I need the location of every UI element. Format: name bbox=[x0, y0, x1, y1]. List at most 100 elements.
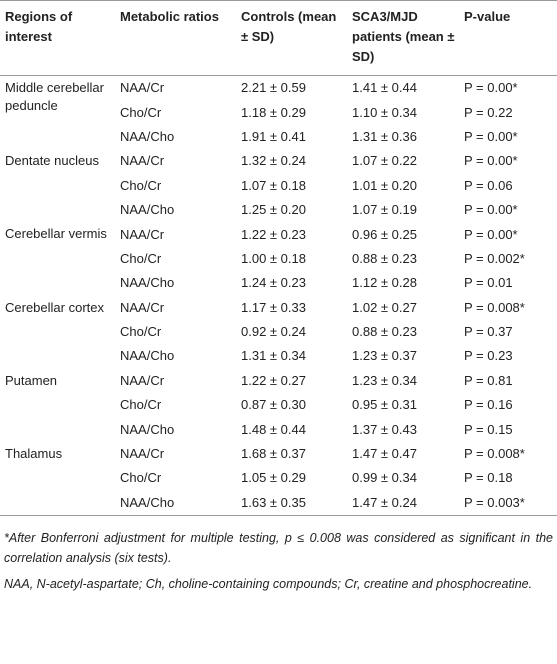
cell: Cho/Cr bbox=[120, 470, 162, 486]
cell: 1.01 ± 0.20 bbox=[352, 177, 417, 193]
region-cell: Middle cerebellar peduncle bbox=[5, 80, 104, 113]
cell: 1.23 ± 0.34 bbox=[352, 372, 417, 388]
data-table: Regions of interest Metabolic ratios Contr… bbox=[0, 0, 557, 516]
cell: P = 0.18 bbox=[464, 470, 513, 486]
cell: NAA/Cr bbox=[120, 372, 165, 388]
cell: 1.22 ± 0.23 bbox=[241, 226, 306, 242]
cell: P = 0.003* bbox=[464, 494, 525, 510]
cell: 1.25 ± 0.20 bbox=[241, 202, 306, 218]
cell: 1.47 ± 0.24 bbox=[352, 494, 417, 510]
cell: NAA/Cr bbox=[120, 153, 165, 169]
cell: NAA/Cho bbox=[120, 348, 175, 364]
table-row: Putamen NAA/Cr 1.22 ± 0.27 1.23 ± 0.34 P = 0… bbox=[0, 369, 557, 393]
table-row: Cerebellar cortex NAA/Cr 1.17 ± 0.33 1.02 ±… bbox=[0, 296, 557, 320]
cell: 1.10 ± 0.34 bbox=[352, 104, 417, 120]
table-row: Cho/Cr 0.87 ± 0.30 0.95 ± 0.31 P = 0.16 bbox=[0, 393, 557, 417]
cell: 1.41 ± 0.44 bbox=[352, 80, 417, 96]
cell: P = 0.23 bbox=[464, 348, 513, 364]
cell: Cho/Cr bbox=[120, 397, 162, 413]
cell: P = 0.81 bbox=[464, 372, 513, 388]
table-row: Cho/Cr 1.00 ± 0.18 0.88 ± 0.23 P = 0.002* bbox=[0, 247, 557, 271]
cell: 1.07 ± 0.18 bbox=[241, 177, 306, 193]
region-cell: Cerebellar vermis bbox=[5, 226, 107, 242]
cell: 1.02 ± 0.27 bbox=[352, 299, 417, 315]
cell: P = 0.22 bbox=[464, 104, 513, 120]
cell: 1.07 ± 0.22 bbox=[352, 153, 417, 169]
cell: 1.47 ± 0.47 bbox=[352, 446, 417, 462]
table-row: NAA/Cho 1.25 ± 0.20 1.07 ± 0.19 P = 0.00* bbox=[0, 198, 557, 222]
region-cell: Thalamus bbox=[5, 445, 63, 461]
cell: 0.92 ± 0.24 bbox=[241, 324, 306, 340]
cell: 0.99 ± 0.34 bbox=[352, 470, 417, 486]
cell: Cho/Cr bbox=[120, 104, 162, 120]
cell: P = 0.00* bbox=[464, 202, 518, 218]
cell: P = 0.008* bbox=[464, 446, 525, 462]
cell: NAA/Cho bbox=[120, 202, 175, 218]
region-cell: Dentate nucleus bbox=[5, 153, 99, 169]
cell: 1.32 ± 0.24 bbox=[241, 153, 306, 169]
table-row: Cho/Cr 1.05 ± 0.29 0.99 ± 0.34 P = 0.18 bbox=[0, 466, 557, 490]
cell: Cho/Cr bbox=[120, 177, 162, 193]
cell: NAA/Cr bbox=[120, 299, 165, 315]
cell: 1.05 ± 0.29 bbox=[241, 470, 306, 486]
cell: 1.23 ± 0.37 bbox=[352, 348, 417, 364]
cell: 1.31 ± 0.36 bbox=[352, 128, 417, 144]
cell: P = 0.01 bbox=[464, 275, 513, 291]
cell: P = 0.008* bbox=[464, 299, 525, 315]
table-row: Cerebellar vermis NAA/Cr 1.22 ± 0.23 0.96 ±… bbox=[0, 222, 557, 246]
cell: 0.95 ± 0.31 bbox=[352, 397, 417, 413]
table-row: Cho/Cr 0.92 ± 0.24 0.88 ± 0.23 P = 0.37 bbox=[0, 320, 557, 344]
cell: P = 0.16 bbox=[464, 397, 513, 413]
cell: 0.88 ± 0.23 bbox=[352, 324, 417, 340]
cell: P = 0.06 bbox=[464, 177, 513, 193]
cell: NAA/Cr bbox=[120, 226, 165, 242]
header-cell: Controls (mean ± SD) bbox=[241, 9, 337, 44]
cell: 1.22 ± 0.27 bbox=[241, 372, 306, 388]
cell: 1.68 ± 0.37 bbox=[241, 446, 306, 462]
cell: P = 0.002* bbox=[464, 250, 525, 266]
cell: 1.91 ± 0.41 bbox=[241, 128, 306, 144]
header-row: Regions of interest Metabolic ratios Contr… bbox=[0, 0, 557, 76]
cell: NAA/Cho bbox=[120, 494, 175, 510]
cell: 1.24 ± 0.23 bbox=[241, 275, 306, 291]
cell: NAA/Cho bbox=[120, 275, 175, 291]
cell: 1.37 ± 0.43 bbox=[352, 421, 417, 437]
table-row: NAA/Cho 1.63 ± 0.35 1.47 ± 0.24 P = 0.003* bbox=[0, 491, 557, 516]
footnotes: *After Bonferroni adjustment for multipl… bbox=[0, 516, 557, 594]
cell: 1.00 ± 0.18 bbox=[241, 250, 306, 266]
cell: 0.96 ± 0.25 bbox=[352, 226, 417, 242]
footnote: NAA, N-acetyl-aspartate; Ch, choline-con… bbox=[4, 577, 533, 592]
cell: 1.48 ± 0.44 bbox=[241, 421, 306, 437]
region-cell: Cerebellar cortex bbox=[5, 299, 104, 315]
cell: 1.31 ± 0.34 bbox=[241, 348, 306, 364]
cell: 1.07 ± 0.19 bbox=[352, 202, 417, 218]
header-cell: Metabolic ratios bbox=[120, 9, 219, 24]
cell: 0.87 ± 0.30 bbox=[241, 397, 306, 413]
cell: P = 0.37 bbox=[464, 324, 513, 340]
region-cell: Putamen bbox=[5, 372, 58, 388]
cell: P = 0.00* bbox=[464, 128, 518, 144]
cell: P = 0.00* bbox=[464, 153, 518, 169]
cell: NAA/Cr bbox=[120, 80, 165, 96]
table-row: NAA/Cho 1.91 ± 0.41 1.31 ± 0.36 P = 0.00* bbox=[0, 125, 557, 149]
table-row: Dentate nucleus NAA/Cr 1.32 ± 0.24 1.07 ± 0… bbox=[0, 149, 557, 173]
header-cell: P-value bbox=[464, 9, 511, 24]
cell: Cho/Cr bbox=[120, 250, 162, 266]
table-body: Middle cerebellar peduncle NAA/Cr 2.21 ± 0… bbox=[0, 76, 557, 516]
header-cell: Regions of interest bbox=[5, 9, 73, 44]
cell: 0.88 ± 0.23 bbox=[352, 250, 417, 266]
cell: NAA/Cho bbox=[120, 128, 175, 144]
cell: 2.21 ± 0.59 bbox=[241, 80, 306, 96]
footnote: *After Bonferroni adjustment for multipl… bbox=[4, 531, 553, 566]
cell: NAA/Cr bbox=[120, 446, 165, 462]
cell: NAA/Cho bbox=[120, 421, 175, 437]
cell: P = 0.15 bbox=[464, 421, 513, 437]
cell: P = 0.00* bbox=[464, 80, 518, 96]
table-row: NAA/Cho 1.48 ± 0.44 1.37 ± 0.43 P = 0.15 bbox=[0, 417, 557, 441]
cell: 1.63 ± 0.35 bbox=[241, 494, 306, 510]
cell: Cho/Cr bbox=[120, 324, 162, 340]
cell: 1.12 ± 0.28 bbox=[352, 275, 417, 291]
table-row: NAA/Cho 1.31 ± 0.34 1.23 ± 0.37 P = 0.23 bbox=[0, 344, 557, 368]
cell: P = 0.00* bbox=[464, 226, 518, 242]
